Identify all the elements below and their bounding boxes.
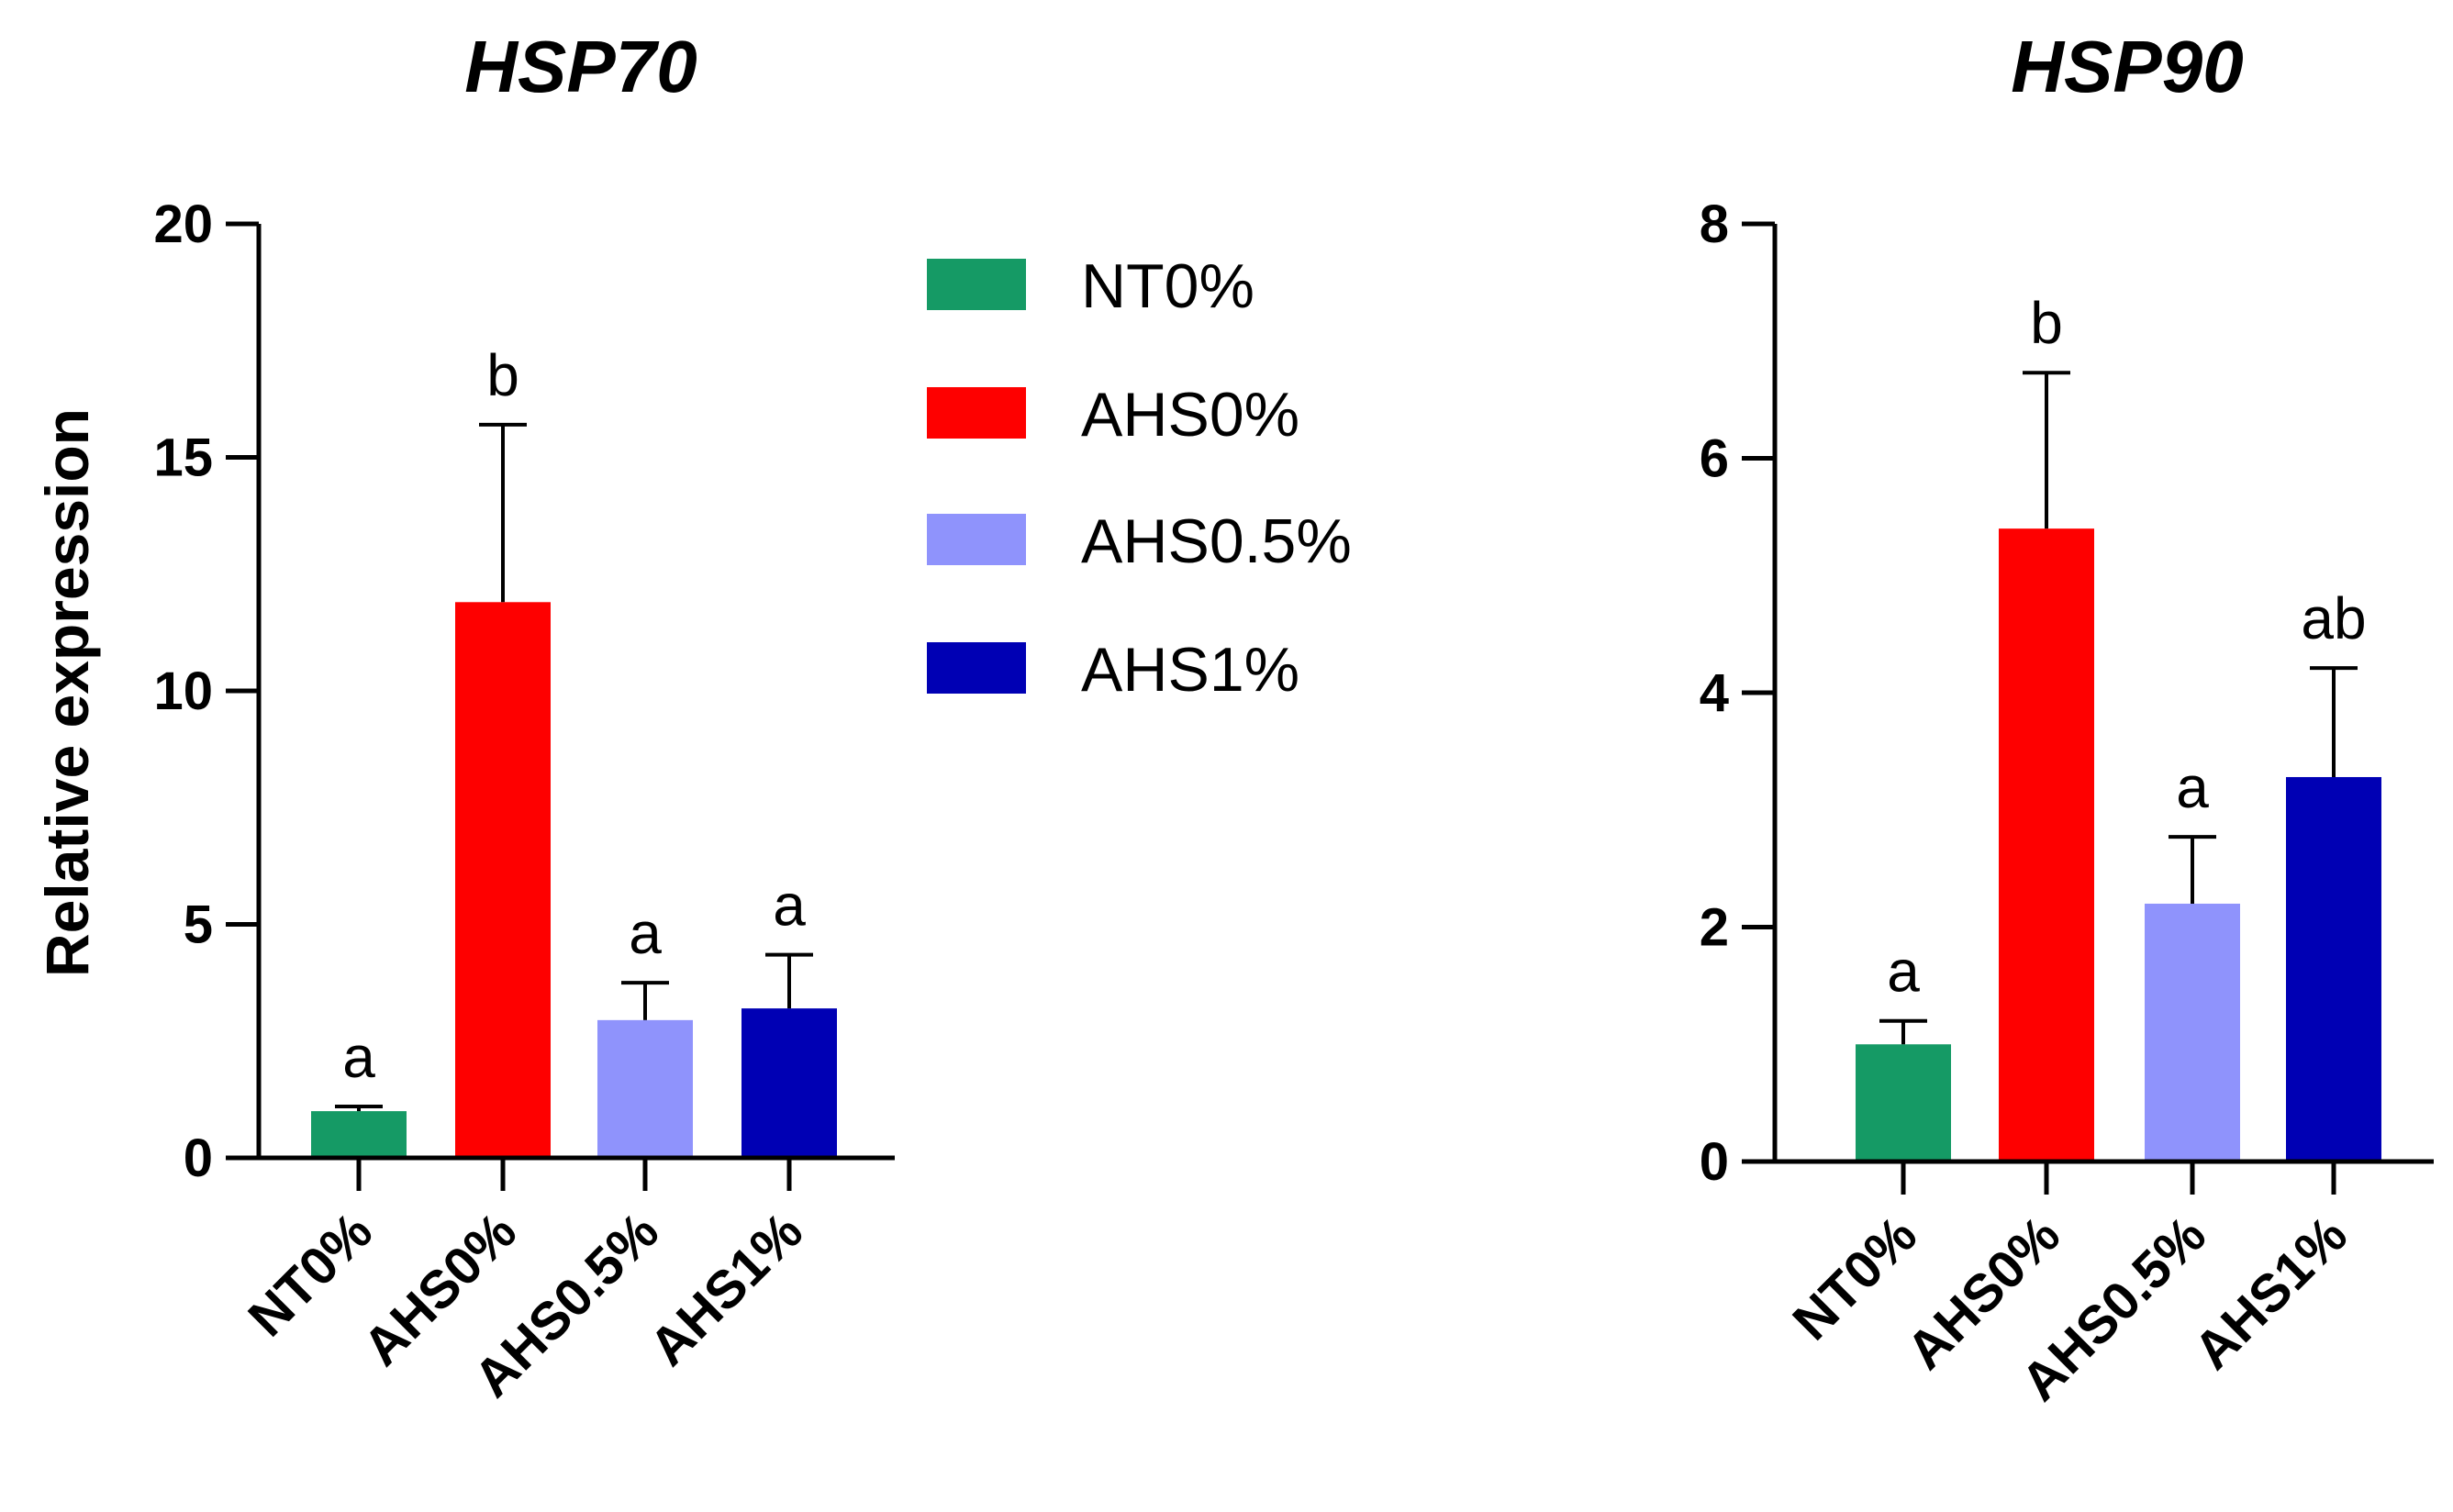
y-tick-label-4: 4	[1700, 663, 1729, 723]
legend-swatch-ahs1	[927, 642, 1026, 694]
chart-title-hsp90: HSP90	[2011, 26, 2243, 107]
legend-swatch-ahs0	[927, 387, 1026, 439]
legend-item-ahs0: AHS0%	[927, 380, 1299, 450]
legend-label-ahs0-5: AHS0.5%	[1081, 506, 1352, 576]
bar-ahs0	[1999, 528, 2094, 1162]
legend-item-nt0: NT0%	[927, 251, 1254, 321]
significance-label-ahs0-5: a	[2176, 754, 2209, 820]
y-tick-label-15: 15	[153, 428, 213, 488]
significance-label-nt0: a	[342, 1024, 375, 1090]
bar-nt0	[1856, 1044, 1951, 1162]
legend-item-ahs1: AHS1%	[927, 635, 1299, 705]
legend-swatch-nt0	[927, 259, 1026, 310]
significance-label-ahs1: a	[773, 873, 806, 939]
x-tick-label-ahs1: AHS1%	[638, 1201, 814, 1377]
chart-title-hsp70: HSP70	[464, 26, 697, 107]
significance-label-ahs0: b	[486, 342, 519, 408]
legend-swatch-ahs0-5	[927, 514, 1026, 565]
legend-item-ahs0-5: AHS0.5%	[927, 506, 1352, 576]
legend-label-ahs1: AHS1%	[1081, 635, 1299, 705]
y-tick-label-0: 0	[1700, 1132, 1729, 1192]
legend-label-ahs0: AHS0%	[1081, 380, 1299, 450]
bar-nt0	[311, 1111, 407, 1158]
chart-hsp70: HSP70 Relative expression aNT0%bAHS0%aAH…	[33, 26, 895, 1408]
legend-label-nt0: NT0%	[1081, 251, 1254, 321]
significance-label-nt0: a	[1887, 939, 1920, 1005]
y-tick-label-0: 0	[184, 1128, 213, 1188]
y-tick-label-10: 10	[153, 662, 213, 721]
y-tick-label-5: 5	[184, 895, 213, 955]
bar-ahs0	[455, 602, 551, 1158]
significance-label-ahs0: b	[2030, 290, 2063, 356]
significance-label-ahs0-5: a	[629, 900, 662, 966]
bar-ahs1	[2286, 776, 2381, 1162]
bar-ahs0-5	[597, 1019, 693, 1158]
bar-ahs0-5	[2145, 903, 2240, 1162]
significance-label-ahs1: ab	[2301, 585, 2366, 651]
y-tick-label-6: 6	[1700, 429, 1729, 489]
y-tick-label-20: 20	[153, 195, 213, 254]
bar-ahs1	[741, 1008, 837, 1158]
y-axis-label: Relative expression	[33, 408, 101, 977]
y-tick-label-8: 8	[1700, 195, 1729, 254]
x-tick-label-ahs1: AHS1%	[2182, 1205, 2358, 1381]
y-tick-label-2: 2	[1700, 898, 1729, 958]
legend: NT0% AHS0% AHS0.5% AHS1%	[927, 251, 1352, 705]
